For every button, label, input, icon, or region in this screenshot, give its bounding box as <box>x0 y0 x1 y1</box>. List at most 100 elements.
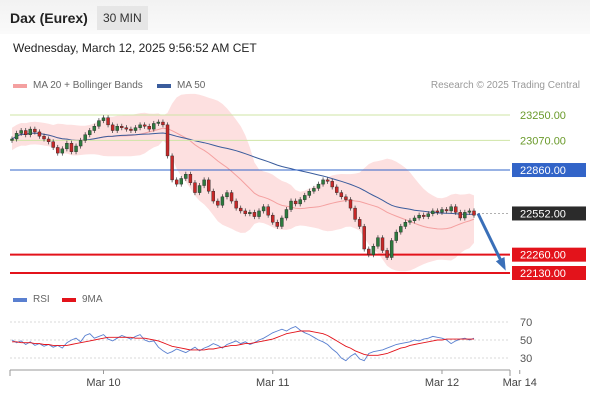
candle-84 <box>394 229 398 244</box>
ma50-line <box>11 132 475 215</box>
candle-34 <box>165 122 170 159</box>
candle-101 <box>472 208 476 218</box>
legend-rsi-ma: 9MA <box>62 294 103 305</box>
level-labels-layer: 23250.00 23070.00 22860.00 22552.00 22260.00… <box>512 110 586 280</box>
candle-13 <box>69 140 74 155</box>
candle-40 <box>193 180 197 196</box>
rsi-ma-line <box>12 330 474 356</box>
timestamp: Wednesday, March 12, 2025 9:56:52 AM CET <box>13 41 257 55</box>
candle-99 <box>463 209 467 221</box>
candle-53 <box>252 209 257 220</box>
legend-rsi-ma-label: 9MA <box>82 294 103 305</box>
candle-68 <box>321 177 325 187</box>
candle-91 <box>426 211 430 220</box>
instrument-title: Dax (Eurex) <box>10 10 88 26</box>
x-label-1: Mar 11 <box>256 377 289 389</box>
candle-5 <box>33 126 37 135</box>
copyright: Research © 2025 Trading Central <box>430 80 580 91</box>
candle-100 <box>467 208 472 215</box>
candle-58 <box>275 219 280 229</box>
level-label-0: 23250.00 <box>520 110 566 122</box>
legend-ma20-bb: MA 20 + Bollinger Bands <box>13 80 143 91</box>
candle-96 <box>449 204 453 214</box>
level-label-5: 22130.00 <box>520 268 566 280</box>
level-label-bg-5 <box>512 266 586 280</box>
candle-41 <box>197 182 202 196</box>
candle-20 <box>101 115 106 124</box>
candle-25 <box>124 125 129 132</box>
x-label-2: Mar 12 <box>425 377 459 389</box>
legend-rsi-label: RSI <box>33 294 50 305</box>
moving-average-layer <box>11 127 475 230</box>
candle-72 <box>339 190 344 200</box>
candle-82 <box>385 247 389 261</box>
candle-24 <box>120 123 124 131</box>
candle-71 <box>335 184 339 196</box>
candle-42 <box>202 177 206 189</box>
candle-60 <box>284 206 289 221</box>
candle-26 <box>129 126 133 134</box>
candle-75 <box>353 205 357 222</box>
candle-1 <box>14 130 19 142</box>
legend-ma50-swatch <box>157 83 171 88</box>
candle-18 <box>92 123 97 134</box>
level-label-bg-4 <box>512 247 586 262</box>
candle-87 <box>408 218 412 225</box>
candle-55 <box>261 204 266 214</box>
candle-54 <box>257 208 261 220</box>
bollinger-band <box>12 93 474 272</box>
rsi-tick-0: 70 <box>520 317 532 329</box>
candle-57 <box>271 212 275 225</box>
candle-12 <box>65 140 69 152</box>
candle-21 <box>106 115 110 128</box>
candle-46 <box>220 194 225 208</box>
candle-90 <box>421 212 426 220</box>
candle-70 <box>330 178 334 190</box>
candle-80 <box>376 235 380 249</box>
candle-29 <box>142 122 147 129</box>
candle-35 <box>170 153 174 183</box>
level-label-bg-3 <box>512 206 586 221</box>
candle-69 <box>325 177 330 184</box>
candle-52 <box>248 209 252 217</box>
legend-rsi: RSI <box>13 294 50 305</box>
candle-50 <box>239 205 243 214</box>
interval-badge[interactable]: 30 MIN <box>97 6 148 30</box>
candle-43 <box>206 177 211 194</box>
candle-30 <box>147 123 151 132</box>
candle-85 <box>399 223 403 235</box>
candle-6 <box>37 129 42 139</box>
candle-88 <box>412 215 417 224</box>
candle-64 <box>303 192 307 203</box>
legend-ma20-label: MA 20 + Bollinger Bands <box>33 80 143 91</box>
candle-14 <box>74 143 78 155</box>
candle-56 <box>266 204 270 218</box>
x-axis: Mar 10 Mar 11 Mar 12 Mar 14 <box>9 369 537 389</box>
candle-94 <box>440 206 444 215</box>
rsi-tick-1: 50 <box>520 335 532 347</box>
rsi-tick-2: 30 <box>520 353 532 365</box>
candle-74 <box>348 197 353 211</box>
candle-81 <box>380 235 385 253</box>
candle-17 <box>88 127 92 138</box>
candle-73 <box>344 194 348 203</box>
candle-38 <box>184 171 188 182</box>
candle-51 <box>243 208 247 217</box>
chart-header: Dax (Eurex) 30 MIN <box>0 0 590 34</box>
candle-3 <box>24 127 28 138</box>
candle-45 <box>216 198 220 208</box>
candle-83 <box>389 238 394 261</box>
level-label-bg-2 <box>512 163 586 178</box>
level-label-4: 22260.00 <box>520 250 566 262</box>
candle-11 <box>60 146 65 156</box>
candle-33 <box>161 119 165 128</box>
candle-49 <box>234 198 238 211</box>
bollinger-band-layer <box>12 93 474 272</box>
candle-79 <box>371 243 376 258</box>
candle-98 <box>458 209 462 221</box>
level-label-2: 22860.00 <box>520 165 566 177</box>
rsi-panel: 70 50 30 <box>10 317 532 365</box>
candle-93 <box>435 208 440 215</box>
candle-44 <box>211 188 215 204</box>
